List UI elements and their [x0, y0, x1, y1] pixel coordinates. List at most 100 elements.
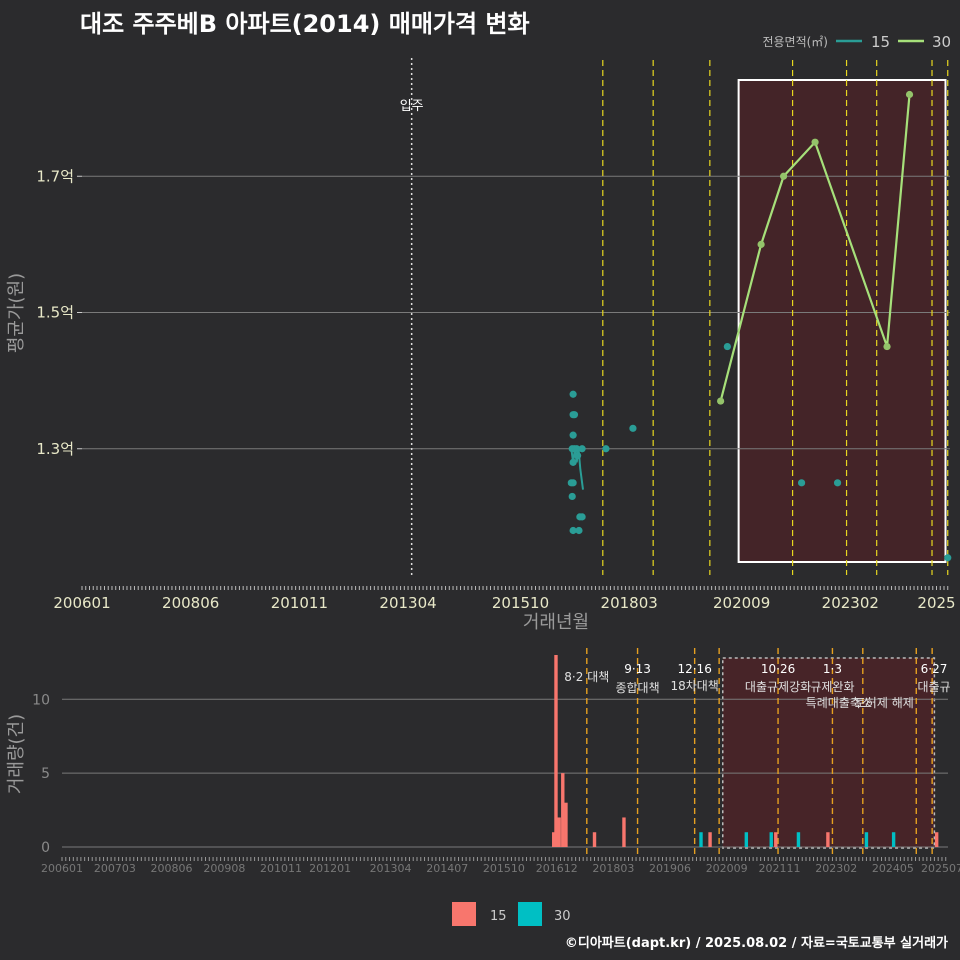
volume-x-tick-label: 202507 [921, 862, 960, 875]
volume-x-tick-label: 202302 [815, 862, 857, 875]
point-15 [723, 342, 731, 351]
point-15 [569, 390, 577, 398]
y-tick-label: 1.7억 [36, 167, 74, 185]
x-tick-label: 2025 [917, 594, 955, 612]
volume-y-tick-label: 0 [41, 840, 50, 856]
bar-15 [826, 832, 830, 847]
legend-title: 전용면적(㎡) [762, 35, 828, 49]
legend-label-15: 15 [871, 33, 890, 51]
bar-15 [564, 802, 568, 847]
point-30 [757, 240, 765, 248]
x-tick-label: 201510 [492, 594, 549, 612]
volume-x-tick-label: 202009 [706, 862, 748, 875]
policy-name-label: 18차대책 [670, 678, 718, 693]
bar-15 [557, 817, 561, 847]
move-in-label: 입주 [400, 99, 424, 114]
volume-y-axis-title: 거래량(건) [6, 714, 27, 794]
volume-x-tick-label: 201803 [592, 862, 634, 875]
price-chart: 1.3억 1.5억 1.7억 200601 200806 201011 201304 2015… [6, 33, 956, 633]
x-axis-title: 거래년월 [523, 612, 589, 633]
point-30 [811, 138, 819, 146]
policy-date-label: 10·26 [761, 662, 795, 676]
policy-date-label: 9·7 [829, 640, 848, 643]
volume-x-tick-label: 200601 [41, 862, 83, 875]
point-15 [568, 492, 576, 501]
policy-name-label: 규제완화 [810, 680, 854, 694]
bar-15 [934, 832, 939, 847]
point-15 [578, 445, 586, 453]
policy-date-label: 6·27 [921, 662, 948, 676]
chart-title: 대조 주주베B 아파트(2014) 매매가격 변화 [80, 10, 530, 38]
point-15 [569, 479, 577, 487]
bar-30 [744, 832, 749, 847]
volume-highlight-box [722, 657, 936, 849]
volume-x-tick-label: 201510 [483, 862, 525, 875]
bar-15 [708, 832, 712, 847]
volume-x-tick-label: 202405 [872, 862, 914, 875]
volume-y-tick-label: 5 [41, 766, 50, 782]
volume-legend-swatch-15 [452, 902, 476, 926]
x-tick-label: 202009 [713, 594, 770, 612]
policy-name-label: 대출규 [917, 680, 950, 694]
point-30 [883, 342, 891, 351]
point-30 [779, 172, 788, 180]
volume-x-tick-label: 201906 [649, 862, 691, 875]
policy-name-label: 토허제 해제 [855, 696, 914, 710]
point-15 [578, 513, 586, 521]
volume-legend-swatch-30 [518, 902, 542, 926]
volume-x-tick-label: 202111 [759, 862, 801, 875]
volume-y-tick-label: 10 [32, 692, 50, 708]
policy-name-label: 8·2 대책 [564, 669, 609, 684]
bar-15 [774, 832, 778, 847]
policy-date-label: 1·3 [823, 662, 842, 676]
bar-30 [796, 832, 801, 847]
bar-15 [552, 832, 556, 847]
y-tick-label: 1.3억 [36, 440, 74, 458]
highlight-period-box [737, 79, 947, 563]
point-15 [602, 445, 610, 453]
volume-x-tick-label: 200703 [94, 862, 136, 875]
line-15 [570, 448, 585, 490]
x-tick-label: 202302 [822, 594, 879, 612]
point-15 [569, 526, 577, 535]
bar-30 [769, 832, 773, 847]
point-30 [905, 90, 914, 99]
volume-x-tick-label: 201304 [370, 862, 412, 875]
policy-date-label: 12·16 [677, 662, 711, 676]
volume-x-tick-label: 201612 [536, 862, 578, 875]
policy-name-label: 특례대출축소 [806, 696, 872, 710]
volume-x-tick-label: 201011 [260, 862, 302, 875]
bar-30 [699, 832, 703, 847]
point-15 [629, 424, 637, 432]
policy-date-label: 9·13 [624, 662, 651, 676]
point-15 [944, 554, 952, 562]
policy-name-label: 종합대책 [615, 680, 659, 695]
y-axis-title: 평균가(원) [6, 273, 27, 353]
legend-label-30: 30 [932, 33, 951, 51]
point-15 [575, 526, 583, 535]
bar-15 [622, 817, 626, 847]
x-tick-label: 201304 [379, 594, 436, 612]
volume-x-tick-label: 201201 [309, 862, 351, 875]
policy-name-label: 대출규제강화 [745, 680, 811, 694]
point-15 [797, 479, 806, 487]
bar-15 [592, 832, 597, 847]
source-footer: ©디아파트(dapt.kr) / 2025.08.02 / 자료=국토교통부 실… [564, 936, 948, 951]
line-30 [719, 94, 911, 402]
point-15 [570, 411, 579, 419]
x-tick-label: 200806 [162, 594, 219, 612]
point-15 [833, 479, 842, 487]
x-tick-label: 201011 [271, 594, 328, 612]
volume-x-tick-label: 200908 [203, 862, 245, 875]
volume-x-tick-label: 200806 [151, 862, 193, 875]
y-tick-label: 1.5억 [36, 304, 74, 322]
volume-legend: 15 30 [452, 902, 571, 926]
bar-30 [891, 832, 896, 847]
bar-15 [554, 655, 558, 847]
bar-30 [864, 832, 869, 847]
volume-chart: 0 5 10 200601 200703 200806 200908 201011 201201… [6, 640, 960, 875]
bar-15 [561, 773, 565, 847]
volume-legend-label-30: 30 [554, 909, 571, 924]
volume-legend-label-15: 15 [490, 909, 507, 924]
